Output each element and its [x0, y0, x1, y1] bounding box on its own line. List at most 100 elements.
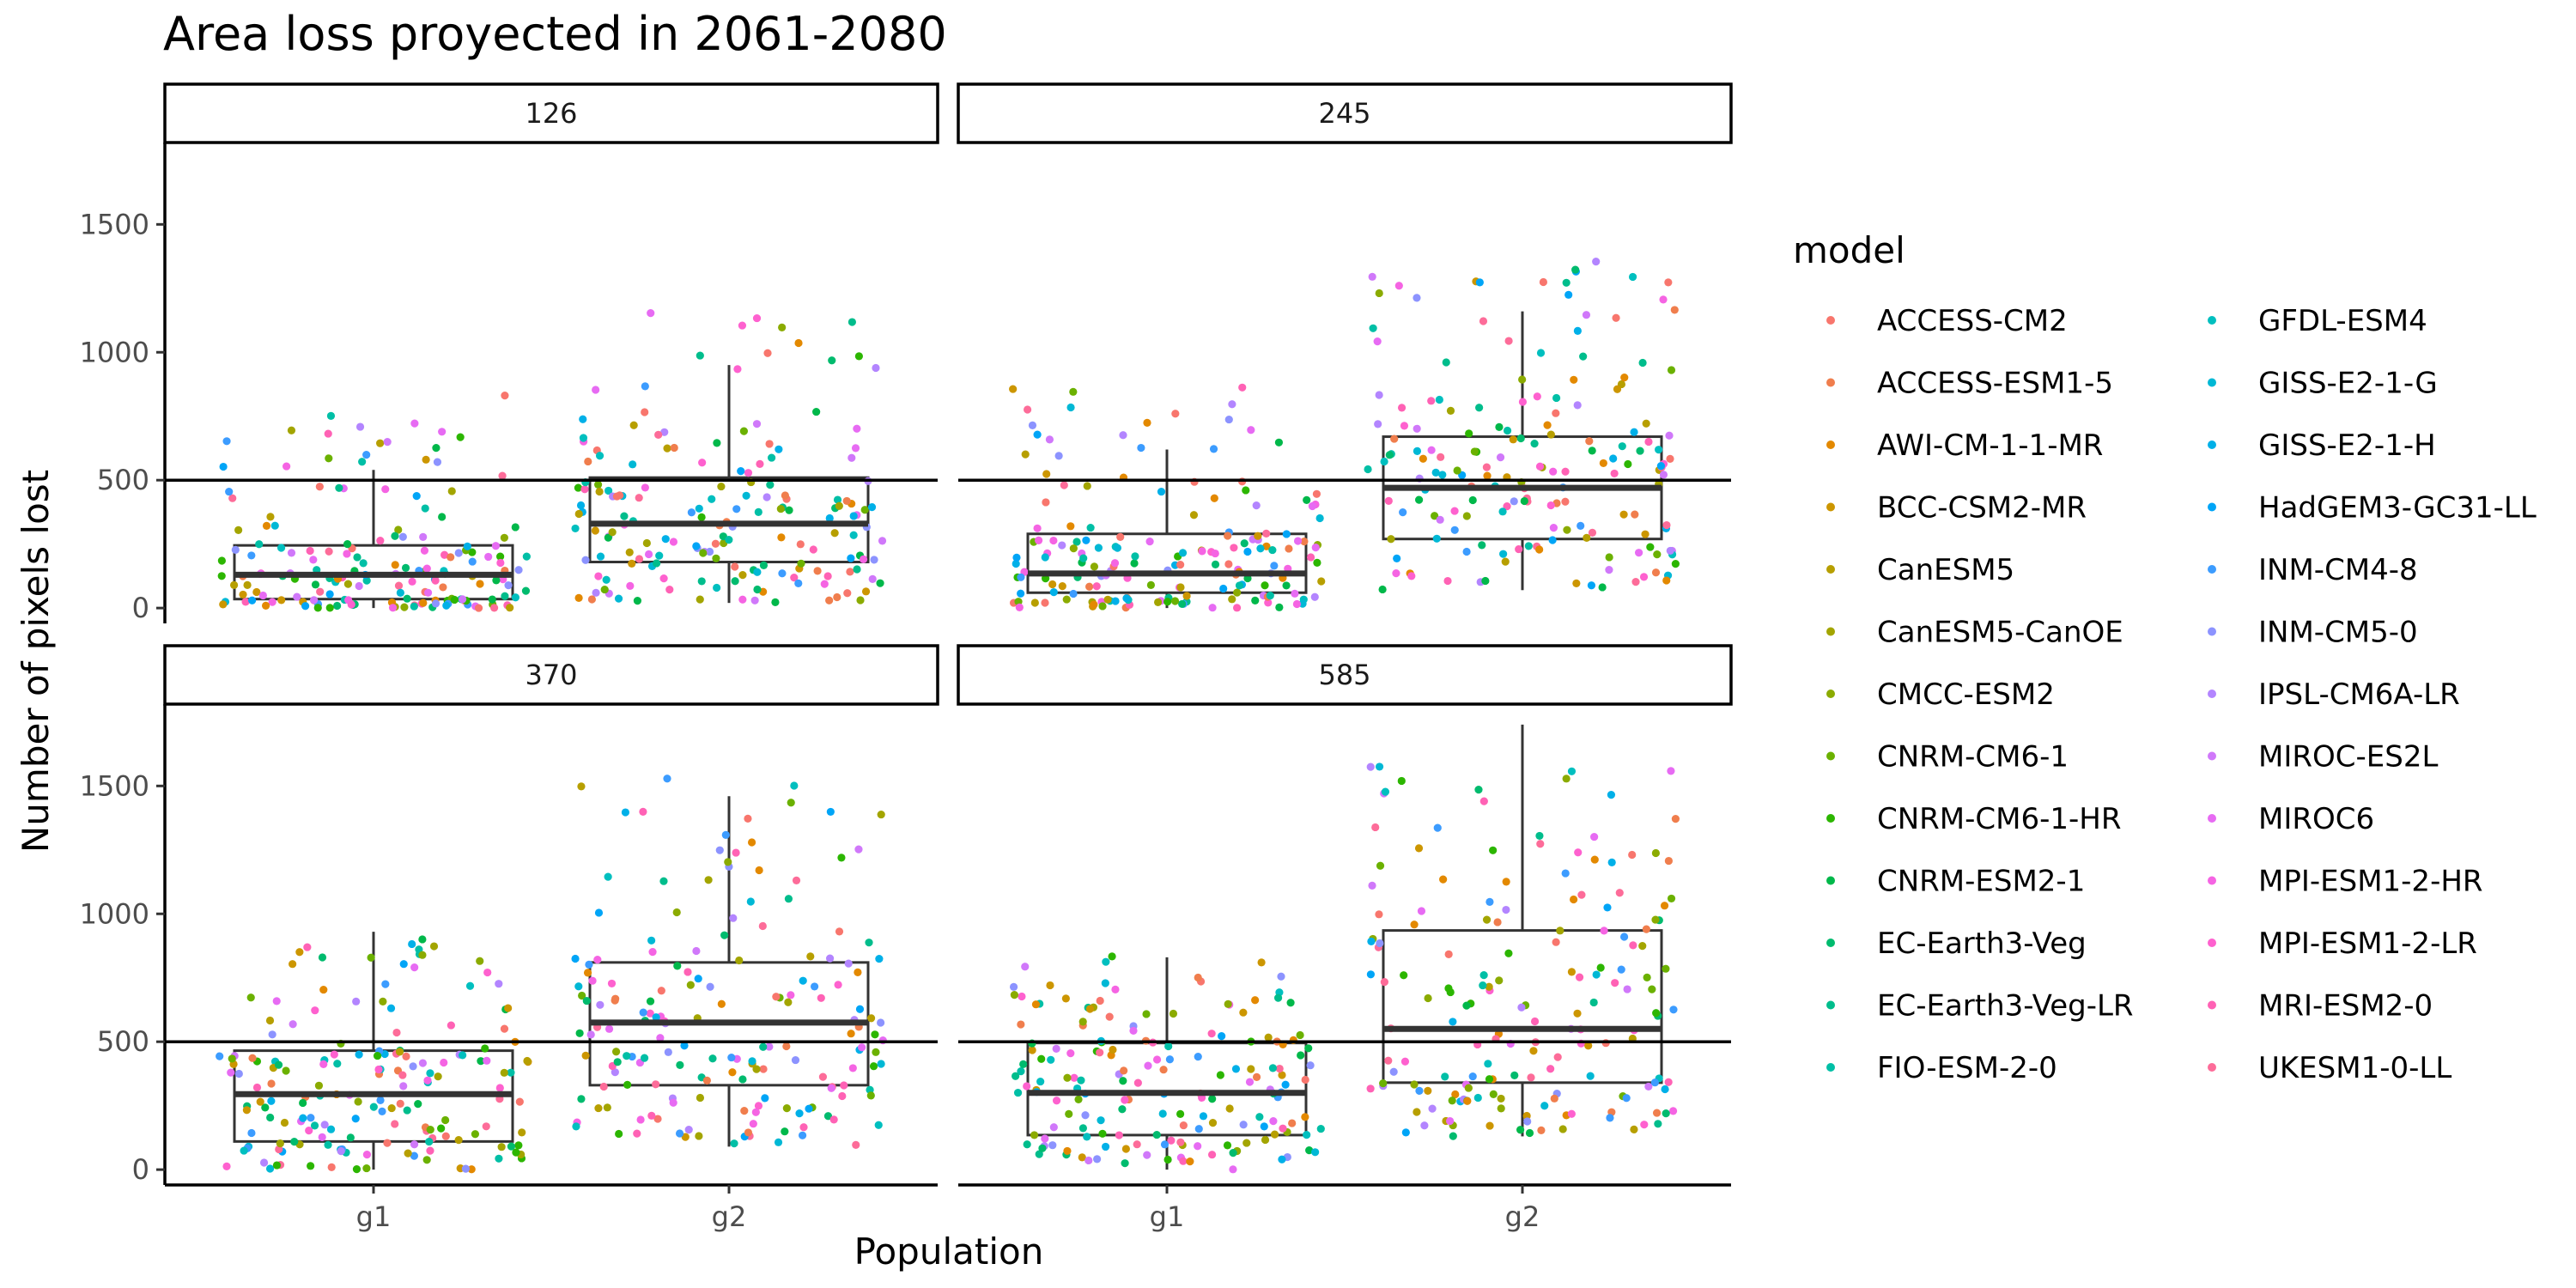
data-point: [1194, 1053, 1202, 1061]
data-point: [1023, 405, 1032, 414]
legend-key: [2208, 939, 2216, 947]
data-point: [1078, 1153, 1086, 1162]
data-point: [1503, 426, 1512, 435]
data-point: [423, 588, 433, 597]
data-point: [877, 810, 885, 819]
data-point: [1152, 1055, 1162, 1064]
data-point: [805, 1104, 813, 1113]
data-point: [1288, 1119, 1297, 1127]
data-point: [1041, 553, 1049, 562]
data-point: [1268, 1064, 1278, 1072]
data-point: [592, 588, 600, 597]
data-point: [853, 565, 861, 574]
data-point: [1438, 471, 1447, 479]
data-point: [252, 1083, 262, 1092]
data-point: [1413, 1108, 1421, 1116]
data-point: [1069, 387, 1078, 396]
legend-entry: ACCESS-ESM1-5: [1826, 367, 2113, 401]
data-point: [311, 580, 320, 589]
data-point: [1208, 604, 1217, 612]
data-point: [497, 1143, 506, 1151]
data-point: [1118, 1105, 1127, 1114]
data-point: [784, 895, 793, 903]
data-point: [833, 495, 842, 504]
data-point: [738, 595, 747, 604]
data-point: [1219, 584, 1228, 593]
legend-key: [2208, 751, 2216, 761]
data-point: [216, 1052, 224, 1060]
data-point: [1165, 1055, 1175, 1064]
data-point: [846, 568, 854, 576]
data-point: [724, 858, 732, 866]
data-point: [1561, 467, 1570, 476]
data-point: [1413, 424, 1421, 433]
data-point: [1646, 543, 1655, 551]
data-point: [354, 1097, 362, 1106]
data-point: [1497, 1094, 1505, 1103]
data-point: [343, 580, 353, 588]
data-point: [318, 953, 327, 962]
data-point: [698, 459, 707, 467]
legend-key: [1826, 316, 1835, 325]
data-point: [1063, 1146, 1072, 1156]
data-point: [1233, 588, 1242, 597]
data-point: [1655, 446, 1663, 454]
data-point: [626, 581, 635, 591]
data-point: [675, 1129, 684, 1138]
data-point: [362, 1151, 372, 1159]
data-point: [243, 580, 252, 589]
data-point: [592, 386, 600, 394]
data-point: [1169, 1009, 1178, 1018]
data-point: [1537, 1126, 1546, 1134]
data-point: [744, 1128, 753, 1137]
data-point: [1410, 1080, 1419, 1089]
data-point: [293, 592, 301, 601]
data-point: [1596, 963, 1605, 972]
data-point: [1209, 445, 1218, 453]
data-point: [823, 1112, 833, 1121]
legend-title: model: [1793, 229, 1905, 271]
data-point: [1012, 559, 1020, 568]
data-point: [1474, 786, 1483, 794]
data-point: [1548, 536, 1557, 544]
data-point: [1278, 1155, 1286, 1163]
data-point: [398, 532, 407, 541]
data-point: [1311, 1148, 1320, 1157]
data-point: [828, 356, 836, 365]
data-point: [337, 1147, 345, 1156]
data-point: [1115, 1131, 1123, 1139]
data-point: [498, 471, 507, 480]
data-point: [641, 483, 649, 492]
data-point: [877, 1060, 885, 1068]
data-point: [818, 1072, 828, 1081]
data-point: [1143, 418, 1151, 427]
data-point: [1484, 1060, 1492, 1068]
data-point: [604, 872, 612, 881]
data-point: [629, 421, 638, 429]
data-point: [1546, 1065, 1555, 1073]
data-point: [1030, 1131, 1039, 1139]
data-point: [1038, 1144, 1047, 1152]
data-point: [699, 549, 708, 557]
data-point: [1009, 982, 1018, 991]
data-point: [376, 1096, 385, 1104]
data-point: [326, 411, 336, 420]
data-point: [1376, 861, 1385, 870]
data-point: [791, 1055, 800, 1065]
data-point: [1465, 429, 1473, 438]
data-point: [1298, 599, 1307, 608]
data-point: [1096, 1048, 1104, 1057]
data-point: [1643, 973, 1651, 981]
data-point: [1567, 767, 1577, 775]
data-point: [275, 1145, 283, 1154]
legend-entry: CanESM5: [1826, 553, 2014, 587]
data-point: [768, 453, 776, 462]
legend: model ACCESS-CM2 ACCESS-ESM1-5 AWI-CM-1-1-…: [1793, 229, 2537, 1085]
data-point: [511, 523, 519, 532]
data-point: [660, 428, 669, 436]
data-point: [374, 1065, 383, 1074]
data-point: [1254, 532, 1262, 540]
data-point: [378, 1107, 386, 1115]
data-point: [1186, 1157, 1194, 1166]
data-point: [1564, 290, 1573, 299]
